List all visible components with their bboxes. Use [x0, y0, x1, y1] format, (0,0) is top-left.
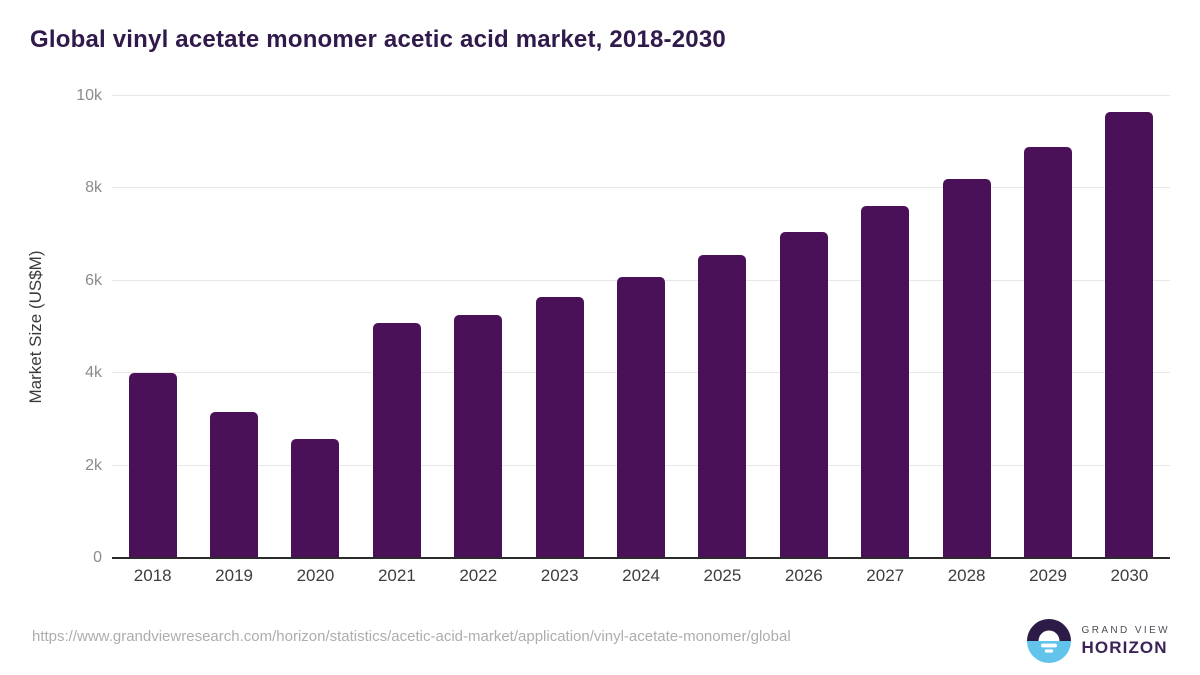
y-tick-label-0: 0 — [93, 549, 102, 566]
bar-band-2018 — [112, 96, 193, 558]
bar-band-2023 — [519, 96, 600, 558]
bar-2022[interactable] — [454, 314, 503, 558]
bar-band-2022 — [438, 96, 519, 558]
bar-band-2027 — [845, 96, 926, 558]
x-tick-label-2018: 2018 — [133, 566, 172, 585]
bar-2023[interactable] — [535, 296, 584, 558]
bar-band-2024 — [600, 96, 681, 558]
bar-2019[interactable] — [210, 412, 259, 558]
bar-2026[interactable] — [779, 231, 828, 558]
bar-band-2021 — [356, 96, 437, 558]
x-tick-label-2022: 2022 — [459, 566, 498, 585]
y-tick-label-4k: 4k — [85, 364, 102, 382]
bar-band-2025 — [682, 96, 763, 558]
bar-2027[interactable] — [861, 206, 910, 558]
bars-container — [112, 96, 1170, 558]
bar-band-2026 — [763, 96, 844, 558]
logo-line1: GRAND VIEW — [1081, 625, 1170, 636]
x-tick-label-2021: 2021 — [377, 566, 416, 585]
bar-2025[interactable] — [698, 254, 747, 558]
bar-band-2028 — [926, 96, 1007, 558]
bar-2030[interactable] — [1105, 112, 1154, 558]
bar-band-2020 — [275, 96, 356, 558]
gridline-8k — [112, 187, 1170, 189]
bar-band-2030 — [1089, 96, 1170, 558]
x-tick-label-2026: 2026 — [784, 566, 823, 585]
y-tick-label-8k: 8k — [85, 179, 102, 197]
bar-2029[interactable] — [1023, 146, 1072, 558]
y-tick-label-2k: 2k — [85, 456, 102, 474]
x-tick-label-2024: 2024 — [622, 566, 660, 585]
source-url: https://www.grandviewresearch.com/horizo… — [32, 628, 791, 645]
logo-text: GRAND VIEW HORIZON — [1082, 624, 1170, 658]
bar-band-2019 — [193, 96, 274, 558]
x-axis-labels: 2018 2019 2020 2021 2022 2023 2024 2025 2026 2027… — [112, 566, 1170, 586]
y-tick-label-6k: 6k — [85, 271, 102, 289]
chart-title: Global vinyl acetate monomer acetic acid… — [30, 26, 726, 53]
x-tick-label-2020: 2020 — [296, 566, 335, 585]
x-tick-label-2025: 2025 — [703, 566, 742, 585]
y-axis-ticks: 10k 8k 6k 4k 2k 0 — [30, 87, 102, 566]
x-tick-label-2027: 2027 — [866, 566, 905, 585]
x-tick-label-2028: 2028 — [947, 566, 986, 585]
logo-line2: HORIZON — [1081, 638, 1168, 657]
gridline-10k — [112, 95, 1170, 96]
bar-band-2029 — [1007, 96, 1088, 558]
x-tick-label-2019: 2019 — [215, 566, 253, 585]
x-tick-label-2023: 2023 — [540, 566, 579, 585]
horizon-logo-icon — [1026, 619, 1071, 663]
bar-2020[interactable] — [291, 439, 340, 558]
plot-area — [112, 95, 1170, 559]
bar-2018[interactable] — [128, 373, 177, 558]
bar-2024[interactable] — [617, 276, 666, 558]
bar-2021[interactable] — [372, 322, 421, 558]
x-axis-line — [112, 557, 1170, 559]
y-tick-label-10k: 10k — [76, 87, 102, 104]
x-tick-label-2029: 2029 — [1029, 566, 1067, 585]
x-tick-label-2030: 2030 — [1110, 566, 1149, 585]
bar-2028[interactable] — [942, 178, 991, 558]
brand-logo: GRAND VIEW HORIZON — [1026, 618, 1170, 664]
